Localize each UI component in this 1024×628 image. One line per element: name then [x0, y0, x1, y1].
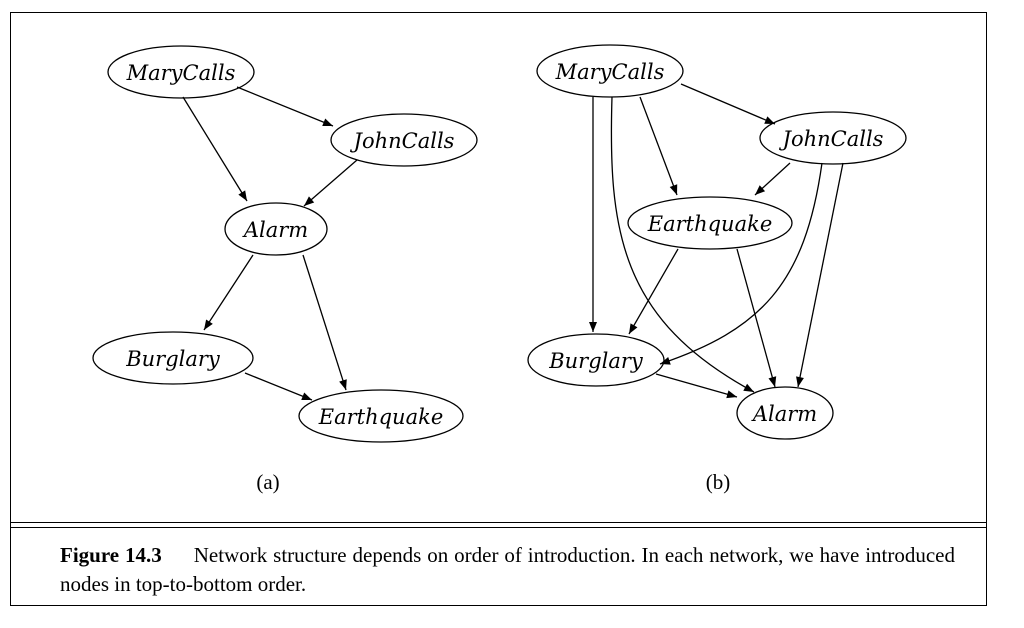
node-a-alarm-label: Alarm: [242, 218, 308, 242]
node-b-johncalls-label: JohnCalls: [779, 127, 884, 151]
node-b-alarm-label: Alarm: [751, 402, 817, 426]
panel-b-label: (b): [706, 470, 731, 494]
edge-b-marycalls-johncalls: [680, 83, 776, 125]
node-b-marycalls-label: MaryCalls: [555, 60, 665, 84]
edge-a-burglary-earthquake: [244, 372, 313, 401]
node-b-burglary-label: Burglary: [548, 349, 644, 373]
node-a-earthquake: [298, 389, 464, 443]
edge-a-alarm-burglary: [203, 254, 254, 331]
edge-b-earthquake-alarm: [736, 248, 777, 388]
edge-b-marycalls-earthquake: [639, 96, 678, 196]
edge-a-johncalls-alarm: [303, 159, 358, 207]
caption-text: Network structure depends on order of in…: [60, 543, 955, 596]
edge-b-johncalls-earthquake: [754, 162, 791, 196]
panel-a-label: (a): [256, 470, 279, 494]
panel-a: [92, 45, 478, 443]
edge-b-burglary-alarm: [655, 373, 738, 399]
node-b-marycalls: [536, 44, 684, 98]
node-a-johncalls-label: JohnCalls: [350, 129, 455, 153]
node-a-burglary: [92, 331, 254, 385]
node-a-marycalls: [107, 45, 255, 99]
node-b-alarm: [736, 386, 834, 440]
node-b-earthquake-label: Earthquake: [647, 212, 773, 236]
edge-b-johncalls-burglary: [659, 162, 823, 365]
node-a-burglary-label: Burglary: [125, 347, 221, 371]
node-b-earthquake: [627, 196, 793, 250]
edge-b-marycalls-alarm: [610, 96, 755, 393]
figure-frame: [10, 12, 987, 606]
node-a-earthquake-label: Earthquake: [318, 405, 444, 429]
edge-a-marycalls-johncalls: [236, 86, 334, 127]
panel-a-labels: MaryCalls JohnCalls Alarm Burglary Earth…: [125, 61, 454, 494]
panel-b: [527, 44, 907, 440]
edge-b-earthquake-burglary: [628, 248, 679, 335]
caption-divider-top: [11, 522, 986, 523]
node-b-johncalls: [759, 111, 907, 165]
edge-a-marycalls-alarm: [182, 96, 248, 202]
node-a-johncalls: [330, 113, 478, 167]
figure-caption: Figure 14.3 Network structure depends on …: [60, 541, 955, 599]
edge-a-alarm-earthquake: [302, 254, 347, 391]
node-b-burglary: [527, 333, 665, 387]
node-a-marycalls-label: MaryCalls: [126, 61, 236, 85]
edge-b-johncalls-alarm: [796, 162, 844, 388]
node-a-alarm: [224, 202, 328, 256]
panel-b-labels: MaryCalls JohnCalls Earthquake Burglary …: [548, 60, 883, 494]
figure-number: Figure 14.3: [60, 543, 162, 567]
caption-divider-bottom: [11, 527, 986, 528]
